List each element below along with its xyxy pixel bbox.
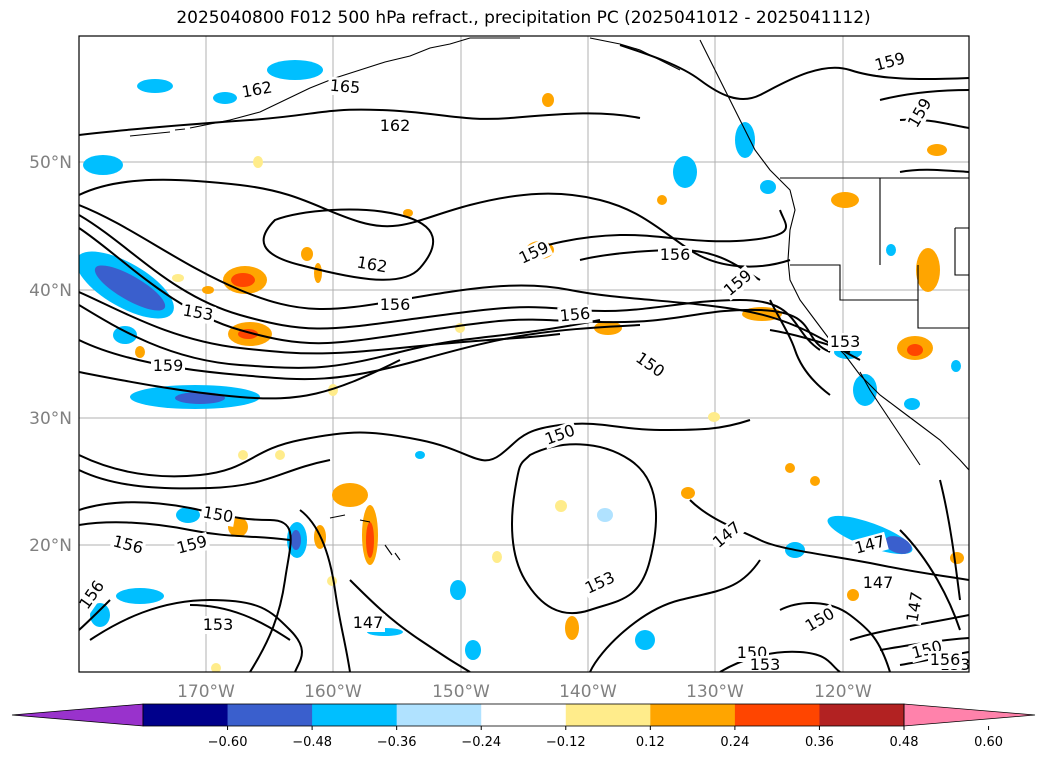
colorbar-tick-label: −0.48 [292, 735, 332, 750]
colorbar-segment [481, 704, 567, 726]
contour-label-bg [540, 420, 580, 450]
contour-label-bg [851, 531, 889, 559]
contour-label: 147 [863, 573, 894, 592]
lon-label: 160°W [304, 682, 362, 702]
lon-labels: 170°W 160°W 150°W 140°W 130°W 120°W [177, 682, 872, 702]
contour-label-bg [514, 237, 554, 269]
colorbar-tick-label: 0.36 [805, 735, 834, 750]
lon-label: 170°W [177, 682, 235, 702]
contour-label: 153 [750, 655, 781, 674]
colorbar-segment [650, 704, 736, 726]
contour-label-bg [378, 117, 412, 135]
colorbar-segment [819, 704, 905, 726]
colorbar-tick-label: 0.48 [890, 735, 919, 750]
colorbar-segment [312, 704, 398, 726]
contour-label-bg [201, 616, 235, 634]
colorbar-segment [227, 704, 313, 726]
lat-labels: 50°N 40°N 30°N 20°N [29, 153, 72, 556]
contour-label-bg [871, 48, 909, 76]
contour-label-bg [630, 347, 670, 383]
lon-label: 130°W [686, 682, 744, 702]
lon-label: 120°W [814, 682, 872, 702]
lat-label: 30°N [29, 409, 72, 429]
refractivity-contours [79, 44, 969, 672]
contour-label-bg [199, 503, 237, 527]
contour-label: 159 [153, 356, 184, 375]
contour-label-bg [828, 333, 862, 351]
contour-label-bg [748, 656, 782, 672]
contour-label-bg [378, 296, 412, 314]
colorbar-tick-label: 0.12 [636, 735, 665, 750]
contour-label-bg [580, 567, 620, 599]
contour-label: 156 [660, 245, 691, 264]
contour-label-bg [109, 531, 147, 559]
lat-label: 20°N [29, 536, 72, 556]
lon-label: 140°W [559, 682, 617, 702]
coastlines [129, 37, 969, 561]
contour-label-bg [79, 575, 110, 615]
contour-label-bg [353, 253, 391, 277]
contour-label: 147 [353, 613, 384, 632]
colorbar-segment [734, 704, 820, 726]
contour-label: 156 [380, 295, 411, 314]
contour-label-bg [658, 246, 692, 264]
contour-label-bg [903, 588, 927, 626]
colorbar-outline [142, 703, 905, 727]
contour-label: 153 [830, 332, 861, 351]
contour-label-bg [327, 76, 363, 98]
lon-label: 150°W [432, 682, 490, 702]
contour-label-bg [179, 301, 217, 325]
precip-negative-patches [79, 60, 961, 660]
colorbar-extend-low [11, 703, 144, 727]
colorbar-segment [143, 704, 229, 726]
contour-label-bg [800, 603, 840, 637]
colorbar-tick-label: −0.12 [546, 735, 586, 750]
contour-label-bg [719, 265, 757, 301]
contour-label: 153 [203, 615, 234, 634]
colorbar-tick-label: −0.60 [208, 735, 248, 750]
colorbar-tick-label: 0.24 [720, 735, 749, 750]
map-frame [78, 35, 970, 673]
contour-label-bg [351, 614, 385, 632]
colorbar-ticks: −0.60 −0.48 −0.36 −0.24 −0.12 0.12 0.24 0.36 0.4… [208, 726, 1003, 750]
contour-label-bg [903, 93, 937, 133]
lat-label: 50°N [29, 153, 72, 173]
contour-label: 156 [559, 304, 591, 326]
contour-label: 165 [329, 76, 361, 98]
contour-label-bg [928, 651, 962, 669]
contour-label-bg [557, 304, 593, 326]
colorbar-extend-high [903, 703, 1036, 727]
map-title: 2025040800 F012 500 hPa refract., precip… [176, 8, 871, 28]
contour-label-bg [238, 78, 276, 102]
contour-label: 156 [930, 650, 961, 669]
colorbar-segment [565, 704, 651, 726]
colorbar-segment [396, 704, 482, 726]
contour-label-bg [861, 574, 895, 592]
contour-label-bg [151, 357, 185, 375]
contour-label-bg [173, 531, 211, 559]
colorbar [11, 703, 1036, 727]
contour-label: 162 [380, 116, 411, 135]
colorbar-tick-label: −0.36 [377, 735, 417, 750]
colorbar-tick-label: 0.60 [974, 735, 1003, 750]
colorbar-tick-label: −0.24 [461, 735, 501, 750]
contour-label-bg [708, 517, 746, 553]
lat-label: 40°N [29, 281, 72, 301]
